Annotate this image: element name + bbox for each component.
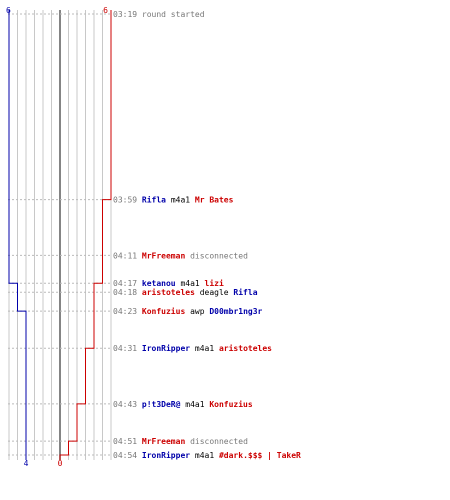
grid-lines	[8, 10, 112, 460]
event-text: round started	[142, 10, 205, 19]
event-time: 03:59	[113, 196, 142, 205]
event-text: disconnected	[185, 437, 248, 446]
event-text: m4a1	[176, 279, 205, 288]
red-player-name: aristoteles	[219, 343, 272, 353]
event-row: 04:11 MrFreeman disconnected	[113, 251, 248, 260]
red-player-name: MrFreeman	[142, 251, 186, 260]
red-end-count: 0	[58, 459, 63, 468]
event-time: 04:31	[113, 344, 142, 353]
blue-player-name: Rifla	[142, 195, 166, 205]
red-start-count: 6	[103, 6, 108, 15]
event-text: m4a1	[190, 344, 219, 353]
event-row: 04:31 IronRipper m4a1 aristoteles	[113, 343, 272, 353]
red-player-name: #dark.$$$ | TakeR	[219, 451, 301, 460]
event-text: awp	[185, 307, 209, 316]
event-time: 04:51	[113, 437, 142, 446]
red-player-name: Konfuzius	[142, 306, 186, 316]
event-time: 04:43	[113, 400, 142, 409]
red-player-name: MrFreeman	[142, 437, 186, 446]
red-player-name: Konfuzius	[209, 399, 253, 409]
event-text: m4a1	[180, 400, 209, 409]
blue-start-count: 6	[6, 6, 11, 15]
event-time: 04:54	[113, 451, 142, 460]
blue-end-count: 4	[24, 459, 29, 468]
event-text: disconnected	[185, 251, 248, 260]
red-player-name: aristoteles	[142, 287, 195, 297]
event-time: 03:19	[113, 10, 142, 19]
event-row: 04:17 ketanou m4a1 lizi	[113, 278, 224, 288]
blue-player-name: ketanou	[142, 279, 176, 288]
red-player-name: lizi	[205, 278, 224, 288]
red-player-name: Mr Bates	[195, 196, 234, 205]
event-time: 04:23	[113, 307, 142, 316]
blue-player-name: D00mbr1ng3r	[209, 307, 262, 316]
event-row: 04:23 Konfuzius awp D00mbr1ng3r	[113, 306, 263, 316]
blue-player-name: IronRipper	[142, 343, 190, 353]
event-time: 04:17	[113, 279, 142, 288]
event-log: 03:19 round started 03:59 Rifla m4a1 Mr B…	[113, 10, 301, 460]
event-guides	[8, 13, 110, 456]
event-row: 03:59 Rifla m4a1 Mr Bates	[113, 195, 234, 205]
event-text: m4a1	[166, 196, 195, 205]
event-row: 04:51 MrFreeman disconnected	[113, 437, 248, 446]
event-time: 04:18	[113, 288, 142, 297]
event-row: 04:18 aristoteles deagle Rifla	[113, 287, 258, 297]
event-row: 03:19 round started	[113, 10, 205, 19]
blue-player-name: Rifla	[233, 287, 257, 297]
red-team-line	[59, 10, 112, 460]
event-time: 04:11	[113, 251, 142, 260]
event-row: 04:54 IronRipper m4a1 #dark.$$$ | TakeR	[113, 450, 301, 460]
event-text: m4a1	[190, 451, 219, 460]
blue-team-line	[8, 10, 27, 460]
event-row: 04:43 p!t3DeR@ m4a1 Konfuzius	[113, 399, 253, 409]
blue-player-name: IronRipper	[142, 450, 190, 460]
blue-player-name: p!t3DeR@	[142, 400, 181, 409]
event-text: deagle	[195, 288, 234, 297]
